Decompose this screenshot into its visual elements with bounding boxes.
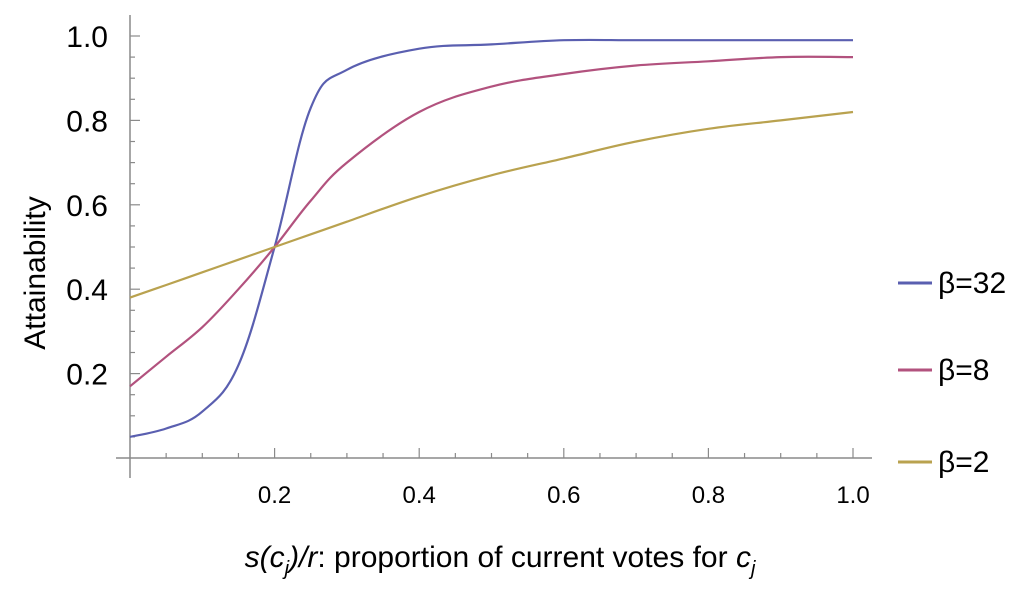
series-layer — [129, 38, 854, 438]
y-axis-title: Attainability — [19, 196, 52, 349]
labels-layer: 0.2 0.4 0.6 0.8 1.0 0.2 0.4 0.6 0.8 1.0 — [66, 21, 869, 509]
x-axis-title: s(cj)/r: proportion of current votes for… — [245, 541, 756, 580]
x-tick-label: 1.0 — [836, 482, 869, 509]
legend-label-beta-32: β=32 — [938, 267, 1006, 300]
x-tick-label: 0.2 — [258, 482, 291, 509]
series-line-beta-32 — [129, 38, 853, 438]
x-title-part-2: )/r — [286, 541, 318, 574]
axes-layer — [116, 15, 872, 478]
x-title-sub-1: j — [282, 558, 290, 580]
legend: β=32 β=8 β=2 — [898, 267, 1006, 479]
x-title-tail: c — [736, 541, 751, 574]
x-tick-label: 0.6 — [547, 482, 580, 509]
x-title-sub-tail: j — [748, 558, 756, 580]
y-tick-label: 0.2 — [66, 359, 108, 392]
y-tick-label: 0.4 — [66, 274, 108, 307]
legend-label-beta-2: β=2 — [938, 446, 989, 479]
y-tick-label: 1.0 — [66, 21, 108, 54]
y-tick-label: 0.8 — [66, 105, 108, 138]
x-title-rest: : proportion of current votes for — [317, 541, 736, 574]
legend-label-beta-8: β=8 — [938, 354, 989, 387]
x-tick-label: 0.8 — [692, 482, 725, 509]
y-tick-label: 0.6 — [66, 190, 108, 223]
x-tick-label: 0.4 — [403, 482, 436, 509]
series-line-beta-8 — [129, 55, 854, 388]
x-title-part-1: s(c — [245, 541, 285, 574]
series-line-beta-2 — [129, 110, 854, 299]
